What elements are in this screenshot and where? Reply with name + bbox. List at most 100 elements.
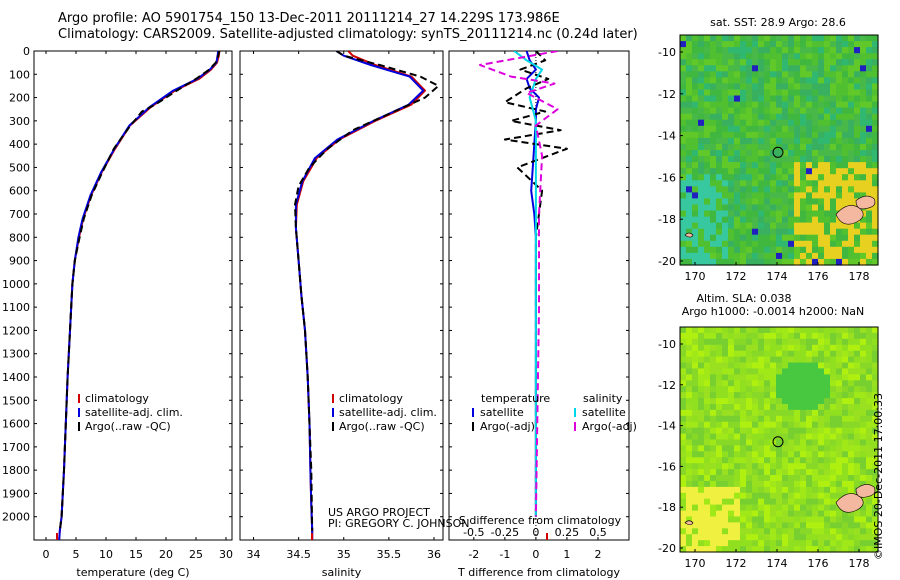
map-cell: [728, 234, 735, 242]
map-cell: [824, 368, 831, 375]
map-cell: [872, 451, 879, 458]
map-cell: [764, 350, 771, 358]
map-cell: [860, 125, 867, 133]
map-cell: [872, 204, 879, 212]
map-cell: [848, 415, 855, 423]
map-cell: [776, 386, 783, 393]
map-cell: [740, 89, 747, 97]
map-cell: [698, 228, 705, 236]
map-cell: [830, 41, 837, 48]
map-cell: [740, 516, 747, 523]
map-cell: [716, 480, 723, 488]
map-cell: [722, 198, 729, 206]
map-cell: [836, 356, 843, 364]
map-cell: [680, 445, 687, 452]
map-cell: [848, 95, 855, 103]
map-cell: [746, 439, 753, 446]
map-cell: [722, 480, 729, 488]
map-cell: [866, 89, 873, 97]
map-cell: [866, 107, 873, 115]
map-cell: [710, 258, 717, 266]
map-cell: [794, 427, 801, 435]
map-cell: [698, 198, 705, 206]
map-cell: [800, 338, 807, 346]
map-cell: [788, 457, 795, 464]
map-cell: [848, 457, 855, 464]
map-cell: [842, 168, 849, 175]
map-cell: [770, 492, 777, 500]
map-cell: [812, 168, 819, 175]
map-cell: [872, 374, 879, 381]
map-cell: [746, 368, 753, 375]
map-cell: [860, 463, 867, 470]
map-cell: [866, 392, 873, 399]
map-cell: [842, 356, 849, 364]
map-cell: [830, 101, 837, 109]
map-cell: [776, 344, 783, 352]
map-cell: [698, 510, 705, 518]
map-cell: [848, 475, 855, 482]
map-cell: [842, 240, 849, 248]
map-cell: [740, 510, 747, 518]
map-cell: [722, 368, 729, 375]
map-cell: [692, 101, 699, 109]
map-cell: [866, 59, 873, 66]
map-cell: [770, 451, 777, 458]
map-cell: [704, 41, 711, 48]
map-cell: [872, 516, 879, 523]
map-cell: [764, 53, 771, 60]
map-cell: [728, 356, 735, 364]
map-cell: [812, 451, 819, 458]
map-cell: [788, 486, 795, 494]
map-cell: [752, 113, 759, 121]
map-cell: [842, 150, 849, 157]
map-cell: [794, 234, 801, 242]
map-cell: [860, 439, 867, 446]
map-cell: [686, 380, 693, 387]
map-cell: [866, 368, 873, 375]
map-cell: [710, 113, 717, 121]
map-cell: [818, 101, 825, 109]
map-cell: [716, 492, 723, 500]
map-cell: [794, 421, 801, 429]
map-cell: [854, 252, 861, 260]
map-cell: [806, 492, 813, 500]
map-cell: [740, 350, 747, 358]
map-cell: [776, 162, 783, 169]
map-cell: [722, 119, 729, 127]
map-cell: [770, 47, 777, 54]
map-cell: [836, 95, 843, 103]
map-cell: [872, 35, 879, 42]
map-cell: [806, 131, 813, 139]
map-cell: [770, 522, 777, 529]
map-cell: [722, 433, 729, 441]
map-cell: [860, 137, 867, 145]
map-cell: [746, 198, 753, 206]
map-cell: [848, 180, 855, 187]
map-cell: [746, 35, 753, 42]
map-cell: [686, 192, 693, 200]
map-cell: [872, 433, 879, 441]
map-cell: [704, 89, 711, 97]
map-cell: [770, 350, 777, 358]
map-cell: [830, 53, 837, 60]
chart-panel-3: -2 -1 0 1 2T difference from climatology-0.5…: [448, 50, 637, 579]
map-cell: [794, 439, 801, 446]
map-cell: [704, 433, 711, 441]
map-cell: [722, 137, 729, 145]
map-cell: [848, 528, 855, 535]
map-cell: [746, 457, 753, 464]
map-cell: [710, 534, 717, 541]
map-cell: [836, 528, 843, 535]
map-cell: [872, 240, 879, 248]
map-cell: [800, 427, 807, 435]
map-cell: [722, 162, 729, 169]
map-cell: [860, 338, 867, 346]
map-cell: [842, 427, 849, 435]
map-cell: [860, 380, 867, 387]
map-cell: [794, 534, 801, 541]
map-cell: [758, 392, 765, 399]
map-cell: [722, 143, 729, 151]
map-cell: [794, 113, 801, 121]
map-cell: [686, 451, 693, 458]
